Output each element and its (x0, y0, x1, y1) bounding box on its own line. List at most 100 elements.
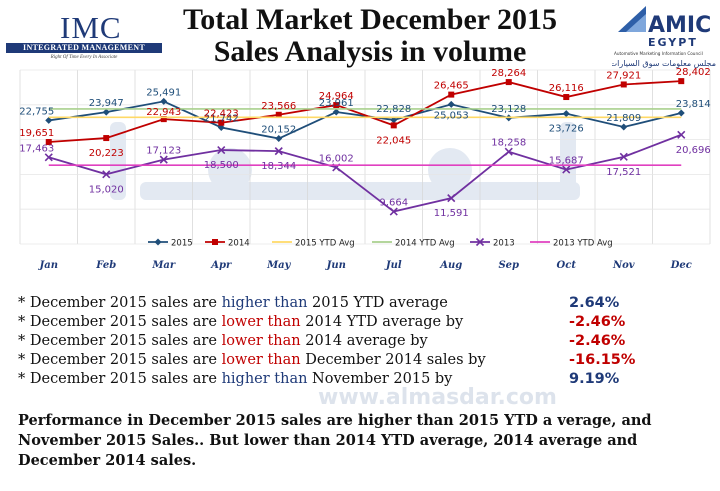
stat-value: 9.19% (569, 371, 620, 387)
legend-item: 2015 YTD Avg (272, 239, 355, 249)
data-point-square (160, 116, 167, 123)
stat-row: * December 2015 sales are higher than No… (18, 370, 718, 389)
x-tick-label: Apr (210, 260, 232, 271)
data-point-diamond (160, 97, 168, 105)
data-point-x (44, 153, 53, 162)
imc-logo-tagline: Right Of Time Every In Associate (50, 55, 118, 60)
legend-item: 2015 (148, 238, 193, 249)
stat-prefix: December 2015 sales are (29, 333, 222, 349)
data-label: 22,828 (376, 104, 411, 115)
data-point-diamond (677, 109, 685, 117)
data-label: 18,258 (491, 138, 526, 149)
data-label: 17,521 (606, 167, 641, 178)
imc-logo: IMC INTEGRATED MANAGEMENT CONSULTANCY Ri… (6, 8, 162, 62)
data-label: 23,814 (676, 99, 711, 110)
stat-row: * December 2015 sales are lower than Dec… (18, 351, 718, 370)
page-title: Total Market December 2015 Sales Analysi… (150, 4, 590, 68)
legend-item: 2013 YTD Avg (530, 239, 613, 249)
x-tick-label: Jan (38, 260, 58, 271)
x-tick-label: May (266, 260, 292, 271)
amic-logo-arabic: مجلس معلومات سوق السيارات (612, 59, 716, 68)
data-point-x (619, 152, 628, 161)
data-label: 15,020 (89, 184, 124, 195)
data-point-diamond (102, 108, 110, 116)
x-tick-label: Sep (498, 260, 519, 271)
chart-legend: 2015 2014 2015 YTD Avg 2014 YTD Avg 2013 2013… (148, 237, 613, 249)
data-point-diamond (275, 135, 283, 143)
data-point-x (475, 237, 485, 247)
data-label: 24,964 (319, 91, 354, 102)
data-point-x (274, 147, 283, 156)
series-line (48, 80, 682, 143)
data-point-square (678, 78, 685, 85)
data-label: 25,491 (146, 87, 181, 98)
data-label: 20,152 (261, 125, 296, 136)
data-label: 22,045 (376, 135, 411, 146)
data-point-diamond (45, 116, 53, 124)
data-point-square (103, 135, 110, 142)
data-point-diamond (390, 116, 398, 124)
bullet-asterisk: * (18, 295, 30, 311)
data-point-x (562, 165, 571, 174)
data-point-square (212, 239, 218, 245)
x-tick-label: Nov (612, 260, 635, 271)
legend-label: 2014 YTD Avg (395, 239, 455, 249)
data-label: 21,742 (204, 113, 239, 124)
data-point-square (563, 94, 570, 101)
stat-highlight: lower than (221, 352, 301, 368)
bullet-asterisk: * (18, 333, 30, 349)
data-point-x (504, 147, 513, 156)
summary-text: Performance in December 2015 sales are h… (18, 412, 652, 469)
data-label: 20,696 (676, 145, 711, 156)
data-label: 19,651 (19, 128, 54, 139)
series-line (48, 133, 682, 213)
amic-logo: AMIC EGYPT Automotive Marketing Informat… (612, 6, 716, 68)
data-label: 28,264 (491, 68, 526, 79)
data-label: 26,116 (549, 83, 584, 94)
data-point-square (448, 91, 455, 98)
data-point-square (505, 79, 512, 86)
data-label: 22,943 (146, 107, 181, 118)
data-label: 28,402 (676, 67, 711, 78)
legend-label: 2015 YTD Avg (295, 239, 355, 249)
data-label: 9,664 (379, 198, 408, 209)
x-tick-label: Mar (151, 260, 176, 271)
data-label: 22,755 (19, 106, 54, 117)
data-point-diamond (562, 110, 570, 118)
stat-highlight: lower than (221, 333, 301, 349)
chart-data-labels: 22,755 23,947 25,491 21,742 20,152 23,961 22,8… (19, 67, 711, 219)
data-label: 20,223 (89, 148, 124, 159)
stat-highlight: higher than (221, 295, 308, 311)
data-label: 23,128 (491, 104, 526, 115)
chart-x-ticks: Jan Feb Mar Apr May Jun Jul Aug Sep Oct Nov Dec (38, 260, 692, 271)
stat-row: * December 2015 sales are lower than 201… (18, 313, 718, 332)
legend-item: 2014 YTD Avg (372, 239, 455, 249)
stats-list: * December 2015 sales are higher than 20… (18, 294, 718, 389)
data-label: 17,123 (146, 146, 181, 157)
stat-value: 2.64% (569, 295, 620, 311)
stat-prefix: December 2015 sales are (29, 371, 222, 387)
data-point-square (390, 122, 397, 129)
data-label: 18,344 (261, 161, 296, 172)
data-point-x (159, 155, 168, 164)
stat-value: -16.15% (569, 352, 636, 368)
legend-label: 2013 (493, 239, 515, 249)
data-point-x (677, 130, 686, 139)
x-tick-label: Feb (95, 260, 116, 271)
data-label: 25,053 (434, 110, 469, 121)
stat-value: -2.46% (569, 333, 626, 349)
x-tick-label: Aug (439, 260, 462, 271)
data-point-square (218, 119, 225, 126)
data-label: 15,687 (549, 156, 584, 167)
data-point-x (217, 145, 226, 155)
stat-prefix: December 2015 sales are (29, 352, 222, 368)
series-2014 (45, 78, 685, 146)
legend-item: 2013 (470, 237, 515, 249)
data-label: 23,566 (261, 101, 296, 112)
data-label: 21,809 (606, 113, 641, 124)
data-point-x (447, 194, 456, 203)
stat-row: * December 2015 sales are higher than 20… (18, 294, 718, 313)
imc-logo-text: IMC (60, 10, 122, 45)
data-point-square (620, 81, 627, 88)
x-tick-label: Oct (557, 260, 577, 271)
